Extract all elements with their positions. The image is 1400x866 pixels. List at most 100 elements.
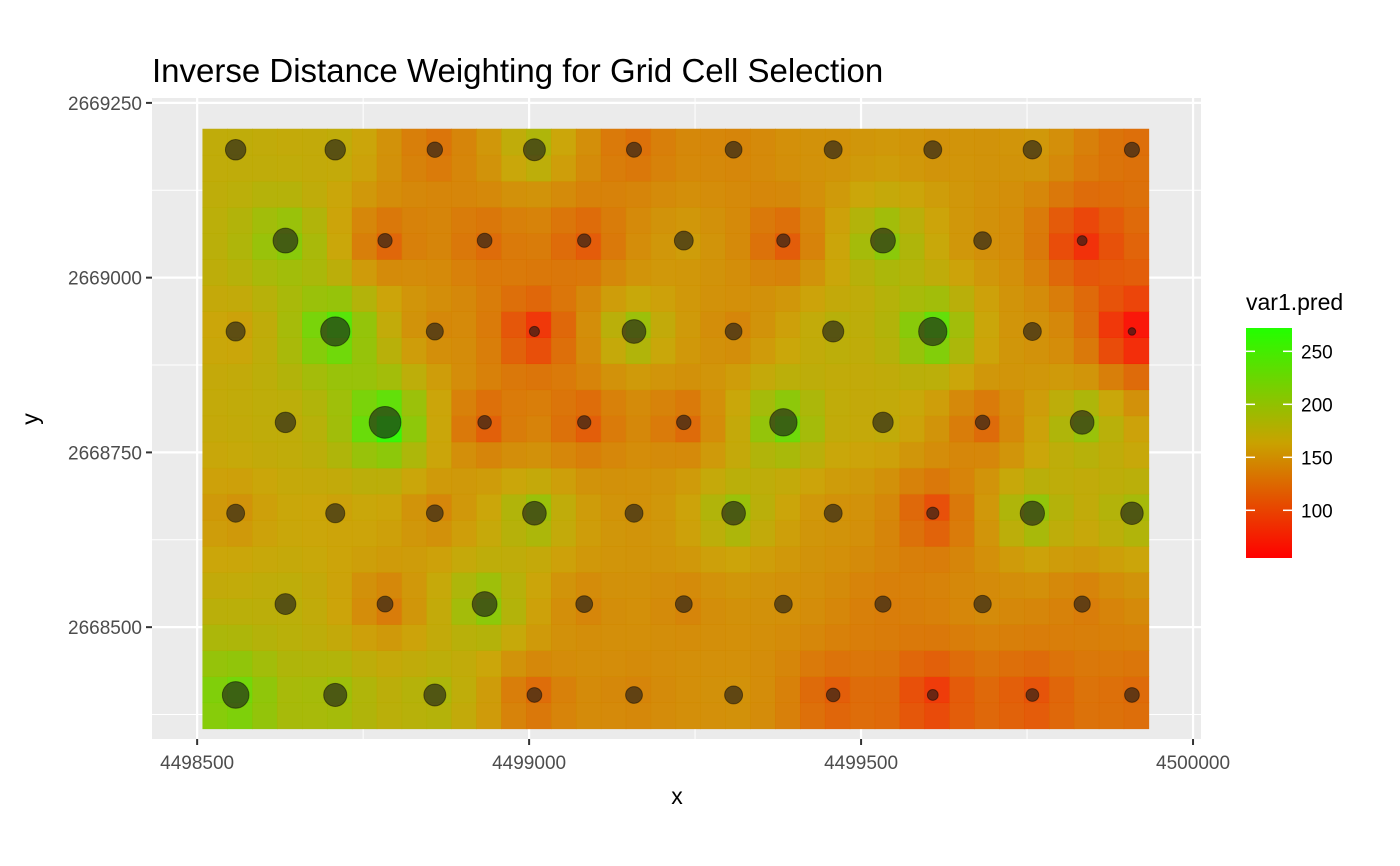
heatmap-cell <box>351 441 378 469</box>
heatmap-cell <box>874 519 901 547</box>
heatmap-cell <box>401 233 428 260</box>
heatmap-cell <box>650 467 677 495</box>
heatmap-cell <box>277 572 303 599</box>
heatmap-cell <box>700 598 726 625</box>
heatmap-cell <box>277 154 303 182</box>
heatmap-cell <box>899 572 926 599</box>
heatmap-cell <box>799 363 826 391</box>
heatmap-cell <box>401 415 428 443</box>
sample-point <box>522 500 547 526</box>
sample-point <box>377 232 393 249</box>
heatmap-cell <box>526 650 552 677</box>
heatmap-cell <box>501 493 527 521</box>
heatmap-cell <box>1073 624 1100 651</box>
heatmap-cell <box>1048 311 1075 338</box>
heatmap-cell <box>675 545 702 573</box>
heatmap-cell <box>1123 545 1150 573</box>
heatmap-cell <box>974 206 1000 234</box>
heatmap-cells <box>202 128 1150 730</box>
heatmap-cell <box>849 311 876 338</box>
heatmap-cell <box>650 519 677 547</box>
heatmap-cell <box>252 598 278 625</box>
heatmap-cell <box>426 206 453 234</box>
heatmap-cell <box>1048 519 1075 547</box>
heatmap-cell <box>1048 467 1075 495</box>
heatmap-cell <box>924 676 950 704</box>
heatmap-cell <box>351 180 378 208</box>
heatmap-cell <box>899 702 926 730</box>
heatmap-cell <box>750 180 776 208</box>
heatmap-cell <box>1123 311 1150 338</box>
heatmap-cell <box>202 311 228 338</box>
heatmap-cell <box>401 441 428 469</box>
heatmap-cell <box>650 311 677 338</box>
heatmap-cell <box>974 337 1000 365</box>
heatmap-cell <box>451 154 477 182</box>
heatmap-cell <box>551 259 577 286</box>
sample-point <box>1076 235 1088 247</box>
heatmap-cell <box>1024 389 1050 417</box>
heatmap-cell <box>625 624 652 651</box>
heatmap-cell <box>974 128 1000 156</box>
heatmap-cell <box>575 389 602 417</box>
heatmap-cell <box>650 441 677 469</box>
heatmap-cell <box>824 624 851 651</box>
heatmap-cell <box>725 180 751 208</box>
heatmap-cell <box>799 598 826 625</box>
heatmap-cell <box>600 676 627 704</box>
heatmap-cell <box>526 206 552 234</box>
heatmap-cell <box>252 415 278 443</box>
heatmap-cell <box>252 624 278 651</box>
heatmap-cell <box>824 545 851 573</box>
heatmap-cell <box>924 467 950 495</box>
heatmap-cell <box>202 467 228 495</box>
heatmap-cell <box>302 598 328 625</box>
heatmap-cell <box>1048 598 1075 625</box>
heatmap-cell <box>650 285 677 312</box>
heatmap-cell <box>700 572 726 599</box>
heatmap-cell <box>775 337 801 365</box>
heatmap-cell <box>451 206 477 234</box>
heatmap-cell <box>351 206 378 234</box>
sample-point <box>926 506 940 520</box>
sample-point <box>825 687 841 703</box>
heatmap-cell <box>899 180 926 208</box>
sample-point <box>224 138 247 161</box>
heatmap-cell <box>700 415 726 443</box>
heatmap-cell <box>227 180 253 208</box>
heatmap-cell <box>277 624 303 651</box>
heatmap-cell <box>725 545 751 573</box>
heatmap-cell <box>302 363 328 391</box>
heatmap-cell <box>1098 441 1125 469</box>
heatmap-cell <box>924 598 950 625</box>
heatmap-cell <box>799 285 826 312</box>
sample-point <box>324 138 346 161</box>
heatmap-cell <box>476 493 502 521</box>
heatmap-cell <box>799 624 826 651</box>
sample-point <box>476 232 493 249</box>
heatmap-cell <box>1073 572 1100 599</box>
heatmap-cell <box>326 702 353 730</box>
heatmap-cell <box>899 441 926 469</box>
sample-point <box>874 595 892 613</box>
heatmap-cell <box>351 572 378 599</box>
sample-point <box>423 683 447 707</box>
heatmap-cell <box>1048 154 1075 182</box>
heatmap-cell <box>625 206 652 234</box>
heatmap-cell <box>600 285 627 312</box>
heatmap-cell <box>526 180 552 208</box>
heatmap-cell <box>501 389 527 417</box>
heatmap-cell <box>775 128 801 156</box>
heatmap-cell <box>924 572 950 599</box>
heatmap-cell <box>750 389 776 417</box>
heatmap-cell <box>849 206 876 234</box>
heatmap-cell <box>575 180 602 208</box>
sample-point <box>1124 687 1140 703</box>
heatmap-cell <box>476 337 502 365</box>
heatmap-cell <box>700 259 726 286</box>
heatmap-cell <box>874 389 901 417</box>
heatmap-cell <box>974 311 1000 338</box>
heatmap-cell <box>725 702 751 730</box>
heatmap-cell <box>650 389 677 417</box>
heatmap-cell <box>202 233 228 260</box>
